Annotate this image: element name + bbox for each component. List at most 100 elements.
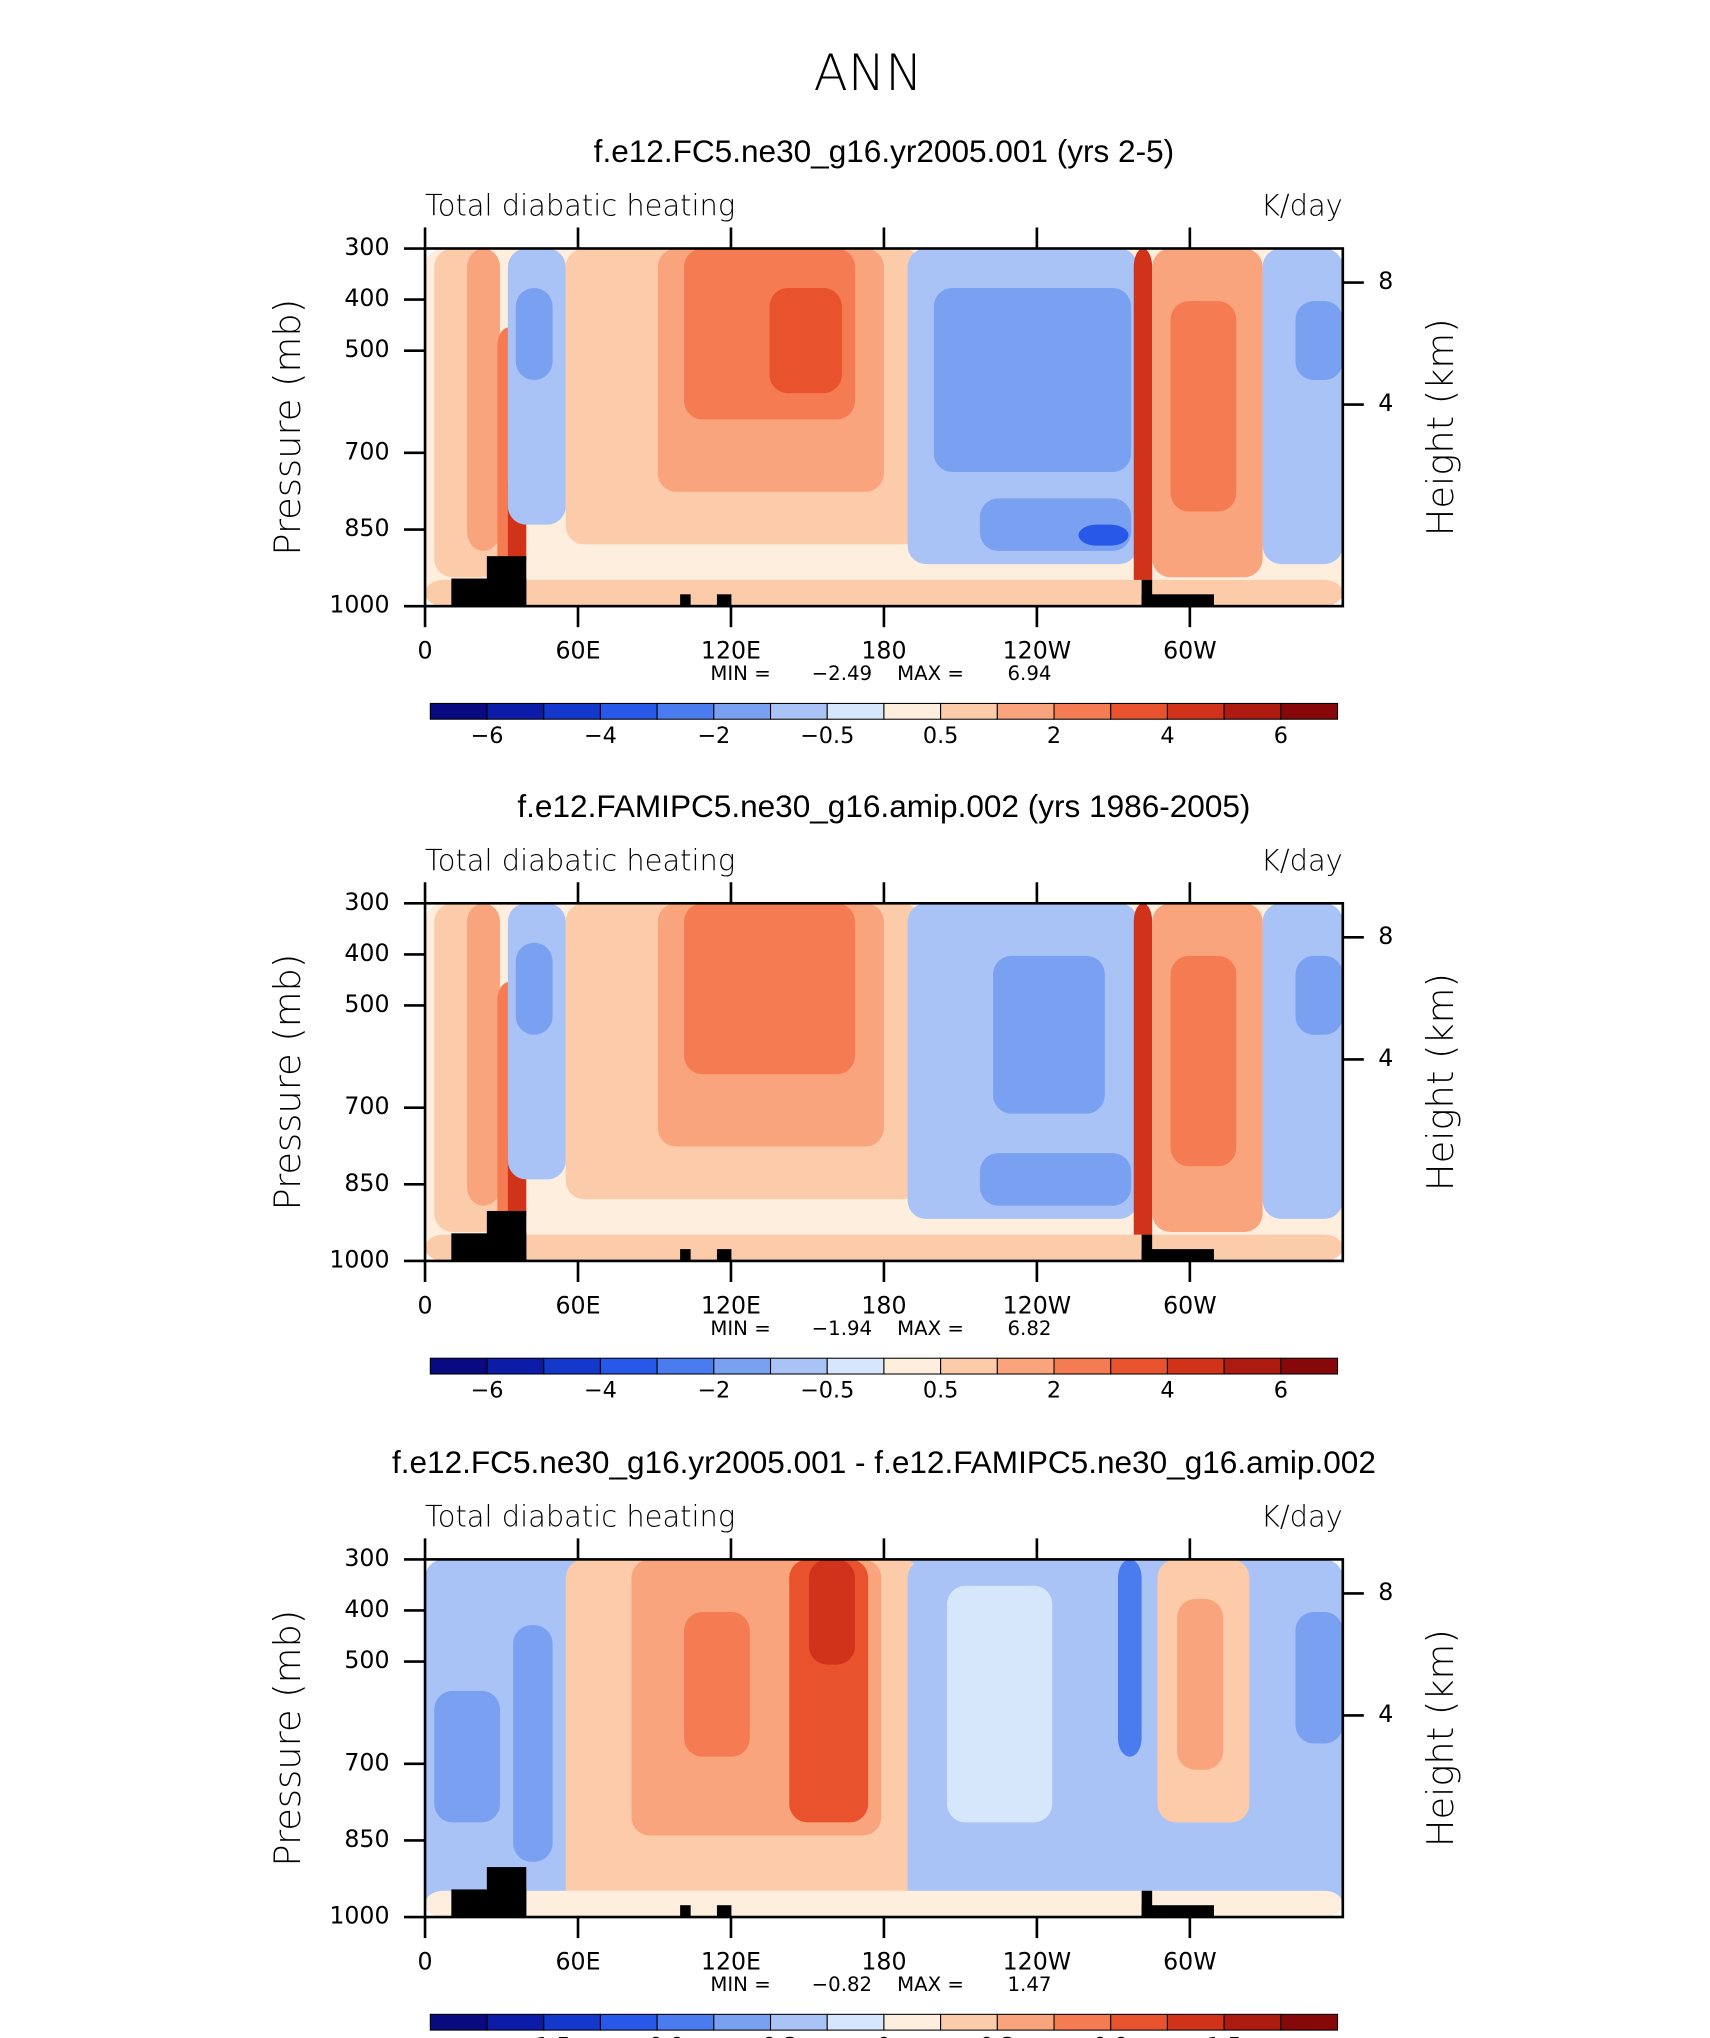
- colorbar-box: [996, 2013, 1055, 2031]
- x-tick-label: 60W: [1163, 637, 1217, 665]
- y-tick-label: 300: [344, 233, 389, 261]
- colorbar-box: [486, 2013, 545, 2031]
- colorbar-box: [1166, 1357, 1225, 1375]
- contour-region: [513, 1625, 553, 1862]
- colorbar-box: [599, 2013, 658, 2031]
- min-value: −2.49: [812, 662, 872, 685]
- contour-region: [947, 1585, 1053, 1823]
- colorbar-label: −2: [697, 1378, 730, 1404]
- contour-region: [769, 942, 842, 1048]
- y-tick-label: 300: [344, 1544, 389, 1572]
- contour-region: [808, 1559, 855, 1665]
- contour-region: [1177, 1598, 1224, 1770]
- y2-tick-label: 8: [1378, 1578, 1393, 1606]
- colorbar-box: [1166, 2013, 1225, 2031]
- colorbar-label: −2: [697, 723, 730, 749]
- colorbar-box: [429, 702, 488, 720]
- colorbar-label: −4: [584, 723, 617, 749]
- colorbar-box: [713, 702, 772, 720]
- left-string: Total diabatic heating: [425, 844, 735, 878]
- colorbar-box: [1280, 2013, 1339, 2031]
- y-tick-label: 500: [344, 990, 389, 1018]
- colorbar-label: −6: [471, 1378, 504, 1404]
- colorbar-box: [429, 2013, 488, 2031]
- colorbar-label: 0.5: [923, 1378, 959, 1404]
- colorbar-box: [1223, 1357, 1282, 1375]
- colorbar-label: −0.9: [630, 2034, 684, 2038]
- max-value: 1.47: [1008, 1973, 1052, 1996]
- max-label: MAX =: [897, 1317, 964, 1340]
- x-tick-label: 120E: [701, 1948, 761, 1976]
- contour-region: [1133, 248, 1153, 607]
- min-value: −1.94: [812, 1317, 872, 1340]
- colorbar-label: 1.5: [1206, 2034, 1242, 2038]
- x-tick-label: 180: [861, 1948, 906, 1976]
- colorbar-box: [940, 702, 998, 720]
- colorbar-box: [769, 2013, 828, 2031]
- colorbar-label: 6: [1274, 1378, 1288, 1404]
- contour-field: [425, 248, 1343, 607]
- colorbar-box: [769, 1357, 828, 1375]
- colorbar-box: [713, 2013, 772, 2031]
- colorbar-label: 4: [1160, 723, 1174, 749]
- colorbar-label: 0: [877, 2034, 891, 2038]
- panel-title: f.e12.FAMIPC5.ne30_g16.amip.002 (yrs 198…: [517, 788, 1250, 824]
- max-label: MAX =: [897, 1973, 964, 1996]
- max-value: 6.82: [1008, 1317, 1052, 1340]
- y2-tick-label: 8: [1378, 922, 1393, 950]
- right-string: K/day: [1261, 189, 1343, 223]
- colorbar-box: [713, 1357, 772, 1375]
- colorbar-box: [1166, 702, 1225, 720]
- topography: [486, 1210, 527, 1261]
- x-tick-label: 120W: [1003, 1948, 1072, 1976]
- max-label: MAX =: [897, 662, 964, 685]
- field: [425, 903, 1343, 1261]
- suptitle: ANN: [814, 44, 923, 102]
- contour-region: [1133, 903, 1153, 1261]
- colorbar-box: [656, 2013, 715, 2031]
- colorbar-box: [826, 1357, 885, 1375]
- contour-field: [425, 903, 1343, 1261]
- contour-region: [1262, 248, 1343, 565]
- colorbar-box: [543, 702, 601, 720]
- colorbar-label: 2: [1047, 1378, 1061, 1404]
- x-tick-label: 120E: [701, 1291, 761, 1319]
- topography: [1141, 1890, 1153, 1918]
- colorbar-box: [826, 2013, 885, 2031]
- y-tick-label: 1000: [329, 591, 389, 619]
- y-tick-label: 850: [344, 1825, 389, 1853]
- colorbar-box: [1110, 2013, 1168, 2031]
- right-string: K/day: [1261, 1500, 1343, 1534]
- x-tick-label: 0: [418, 1948, 433, 1976]
- x-tick-label: 60W: [1163, 1948, 1217, 1976]
- y-axis-label: Pressure (mb): [266, 954, 309, 1211]
- colorbar-box: [769, 702, 828, 720]
- contour-region: [515, 287, 553, 380]
- y2-axis-label: Height (km): [1419, 1629, 1462, 1847]
- y2-axis-label: Height (km): [1419, 318, 1462, 536]
- colorbar-box: [599, 1357, 658, 1375]
- colorbar-box: [543, 1357, 601, 1375]
- colorbar-box: [486, 1357, 545, 1375]
- y2-tick-label: 4: [1378, 1700, 1393, 1728]
- contour-region: [515, 942, 553, 1035]
- contour-region: [1078, 524, 1129, 546]
- colorbar-box: [1280, 702, 1339, 720]
- y-tick-label: 700: [344, 437, 389, 465]
- colorbar-label: −0.5: [800, 723, 854, 749]
- colorbar-box: [883, 2013, 942, 2031]
- topography: [1141, 1905, 1214, 1918]
- colorbar-box: [599, 702, 658, 720]
- y2-tick-label: 4: [1378, 1044, 1393, 1072]
- contour-region: [467, 248, 500, 551]
- contour-region: [1295, 955, 1343, 1035]
- right-string: K/day: [1261, 844, 1343, 878]
- x-tick-label: 60E: [555, 637, 600, 665]
- y-tick-label: 850: [344, 1169, 389, 1197]
- contour-region: [425, 1890, 1343, 1918]
- contour-region: [1170, 301, 1237, 512]
- contour-region: [993, 955, 1105, 1114]
- contour-region: [1170, 955, 1237, 1167]
